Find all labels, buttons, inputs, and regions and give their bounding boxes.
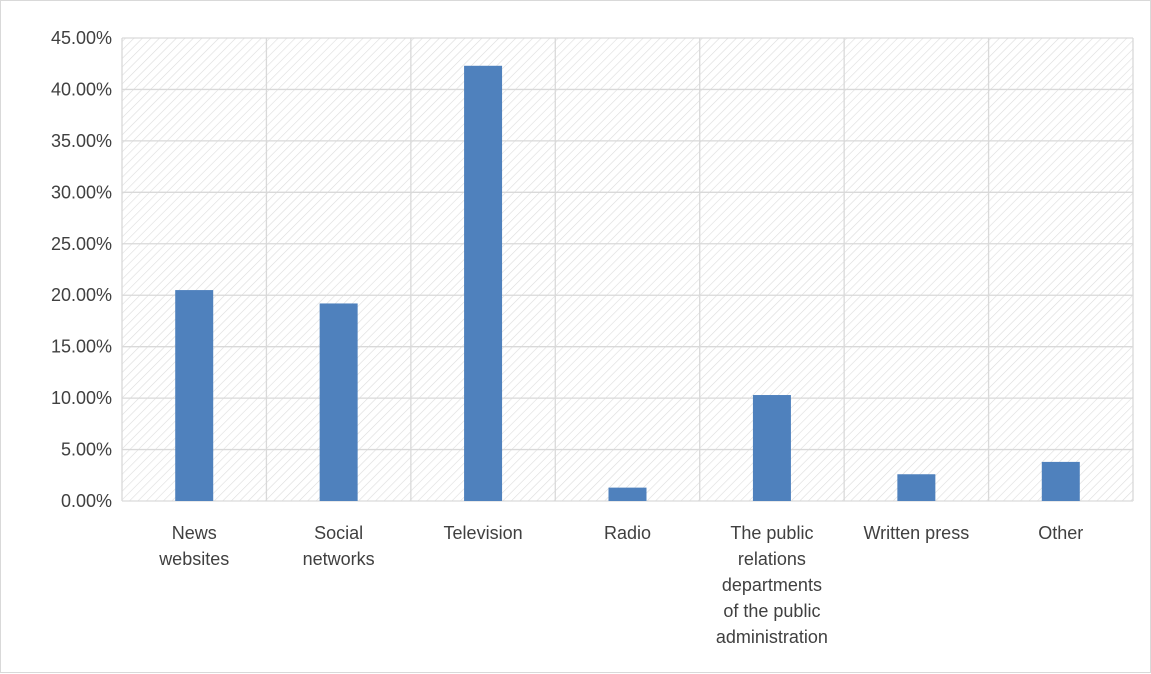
y-tick-label: 10.00% xyxy=(51,388,112,408)
y-tick-label: 30.00% xyxy=(51,182,112,202)
y-tick-label: 45.00% xyxy=(51,28,112,48)
bar xyxy=(319,303,358,501)
bar xyxy=(897,474,936,501)
x-axis-category-labels: News websites Social networks Television Radi… xyxy=(158,523,1083,647)
y-tick-label: 15.00% xyxy=(51,337,112,357)
gridlines xyxy=(121,37,1134,502)
x-category-label: Written press xyxy=(864,523,970,543)
x-category-label: News websites xyxy=(158,523,229,569)
y-tick-label: 0.00% xyxy=(61,491,112,511)
x-category-label: Other xyxy=(1038,523,1083,543)
bar xyxy=(175,290,214,501)
y-tick-label: 25.00% xyxy=(51,234,112,254)
y-tick-label: 35.00% xyxy=(51,131,112,151)
x-category-label: Social networks xyxy=(303,523,375,569)
x-category-label: Radio xyxy=(604,523,651,543)
x-category-label: The public relations departments of the pub… xyxy=(716,523,828,647)
bar xyxy=(464,65,503,501)
y-tick-label: 40.00% xyxy=(51,79,112,99)
y-axis-tick-labels: 0.00% 5.00% 10.00% 15.00% 20.00% 25.00% 30.00%… xyxy=(51,28,112,511)
bar xyxy=(1041,461,1080,501)
y-tick-label: 5.00% xyxy=(61,440,112,460)
y-tick-label: 20.00% xyxy=(51,285,112,305)
plot-area xyxy=(122,38,1133,501)
bars xyxy=(175,65,1080,501)
bar xyxy=(608,487,647,501)
bar xyxy=(752,395,791,501)
x-category-label: Television xyxy=(444,523,523,543)
